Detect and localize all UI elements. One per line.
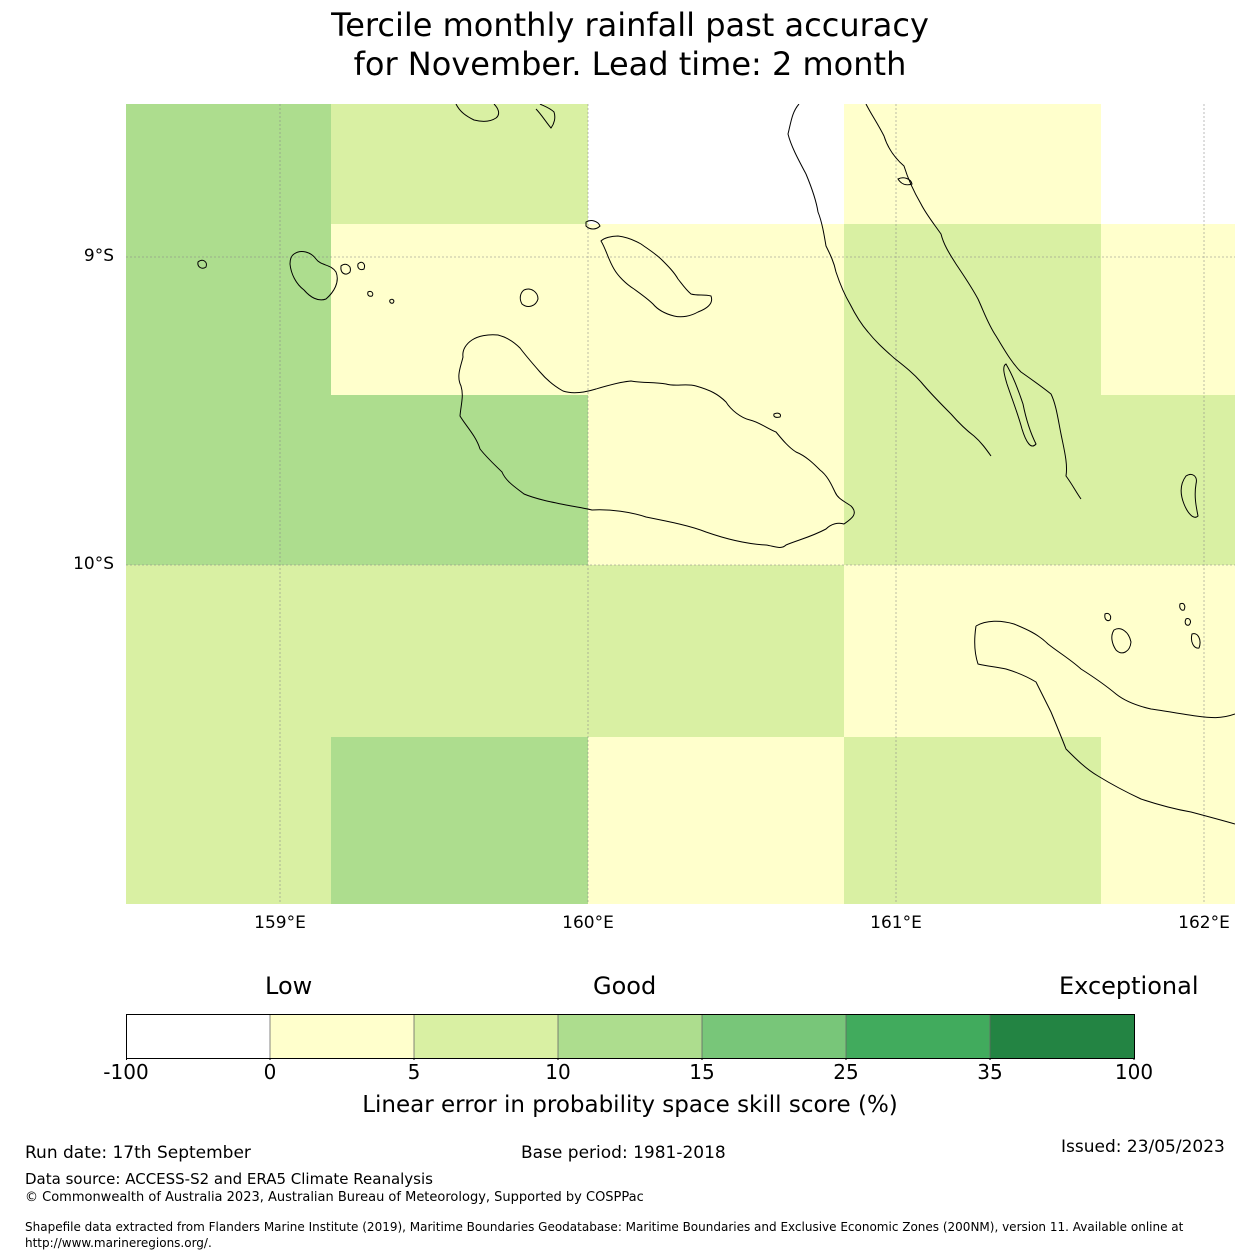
island-small	[340, 263, 351, 275]
island-malaita	[787, 104, 992, 457]
island-ulawa	[1180, 473, 1199, 518]
legend-tick: 100	[1114, 1060, 1154, 1084]
island-nggela	[600, 235, 713, 318]
lat-label-10s: 10°S	[73, 554, 114, 574]
island-small	[1179, 603, 1186, 611]
grid-cell	[331, 224, 588, 395]
data-source: Data source: ACCESS-S2 and ERA5 Climate …	[25, 1170, 433, 1188]
issued-date: Issued: 23/05/2023	[1061, 1137, 1225, 1157]
legend-tick: 15	[689, 1060, 715, 1084]
island-small	[1111, 628, 1132, 654]
grid-cell	[588, 224, 844, 395]
legend-swatch	[846, 1014, 990, 1058]
island-guadalcanal	[458, 334, 855, 548]
island-small	[367, 291, 374, 297]
grid-cell	[844, 737, 1101, 904]
grid-cell	[588, 565, 844, 737]
island-small	[1104, 613, 1112, 622]
legend-swatch	[558, 1014, 702, 1058]
rainfall-skill-map	[126, 104, 1235, 904]
coastlines	[197, 104, 1235, 825]
legend-tick: 0	[263, 1060, 277, 1084]
legend-swatch	[270, 1014, 414, 1058]
run-date: Run date: 17th September	[25, 1143, 251, 1163]
grid-cell	[331, 395, 588, 565]
island-small	[357, 261, 365, 271]
graticule	[126, 104, 1235, 904]
island-makira-south	[974, 625, 1235, 825]
legend-swatch	[414, 1014, 558, 1058]
legend-tick: 35	[977, 1060, 1003, 1084]
island-russell	[289, 251, 338, 301]
grid-cell	[1101, 224, 1235, 395]
grid-cell	[331, 565, 588, 737]
shapefile-credit-line-2: http://www.marineregions.org/.	[25, 1236, 212, 1250]
grid-cell	[588, 395, 844, 565]
grid-cell	[844, 224, 1101, 565]
lat-label-9s: 9°S	[83, 246, 114, 266]
lon-label-159e: 159°E	[254, 913, 306, 933]
base-period: Base period: 1981-2018	[521, 1143, 726, 1163]
island-small	[535, 104, 556, 129]
grid-cell	[844, 565, 1101, 737]
legend-tick: 5	[407, 1060, 421, 1084]
island-small-malaita	[897, 177, 913, 186]
legend-colorbar	[126, 1014, 1135, 1060]
island-malaita-east	[865, 104, 1082, 500]
legend-tick: 10	[545, 1060, 571, 1084]
island-makira	[975, 620, 1235, 719]
island-small	[1191, 633, 1201, 649]
legend-swatch	[990, 1014, 1134, 1058]
copyright: © Commonwealth of Australia 2023, Austra…	[25, 1190, 644, 1205]
island-small	[773, 412, 781, 418]
legend-swatch	[126, 1014, 270, 1058]
legend-swatch	[702, 1014, 846, 1058]
grid-cell	[126, 565, 331, 904]
lon-label-161e: 161°E	[870, 913, 922, 933]
legend-category-good: Good	[593, 972, 657, 1000]
title-line-2: for November. Lead time: 2 month	[353, 45, 907, 83]
lon-label-160e: 160°E	[562, 913, 614, 933]
island-santa-isabel	[455, 104, 500, 122]
grid-cell	[588, 737, 844, 904]
grid-cell	[588, 104, 844, 224]
island-savo	[519, 288, 539, 307]
legend-category-exceptional: Exceptional	[1059, 972, 1199, 1000]
grid-cell	[126, 104, 331, 565]
grid-cell	[331, 737, 588, 904]
island-small	[197, 259, 207, 269]
legend-tick: -100	[103, 1060, 149, 1084]
island-small	[585, 220, 601, 230]
grid-cell	[1101, 104, 1235, 224]
title-line-1: Tercile monthly rainfall past accuracy	[331, 6, 929, 44]
legend-category-low: Low	[265, 972, 313, 1000]
legend-tick: 25	[833, 1060, 859, 1084]
skill-grid	[126, 104, 1235, 904]
lon-label-162e: 162°E	[1178, 913, 1230, 933]
grid-cell	[331, 104, 588, 224]
island-small	[1184, 618, 1191, 626]
grid-cell	[1101, 395, 1235, 565]
island-small	[389, 298, 395, 304]
grid-cell	[1101, 565, 1235, 904]
shapefile-credit-line-1: Shapefile data extracted from Flanders M…	[25, 1220, 1184, 1234]
legend-axis-label: Linear error in probability space skill …	[362, 1092, 898, 1118]
grid-cell	[844, 104, 1101, 224]
island-small-malaita	[1003, 363, 1037, 447]
